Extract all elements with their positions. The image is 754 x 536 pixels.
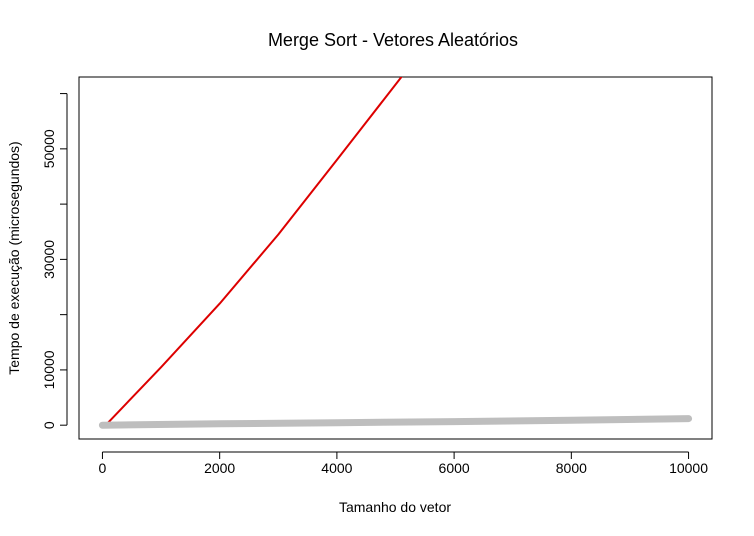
y-tick-label: 50000 <box>41 129 57 168</box>
chart-title: Merge Sort - Vetores Aleatórios <box>268 30 518 50</box>
y-tick-label: 10000 <box>41 350 57 389</box>
x-axis: 0 2000 4000 6000 8000 10000 <box>99 451 708 476</box>
y-tick-label: 0 <box>41 421 57 429</box>
y-tick-label: 30000 <box>41 240 57 279</box>
x-tick-label: 0 <box>99 460 107 476</box>
series-line-1 <box>107 77 403 424</box>
plot-series <box>98 77 693 429</box>
y-axis-label: Tempo de execução (microsegundos) <box>6 141 22 374</box>
series-line-2 <box>98 415 693 429</box>
y-axis: 0 10000 30000 50000 <box>41 93 68 429</box>
plot-area-border <box>78 76 713 440</box>
x-tick-label: 2000 <box>204 460 235 476</box>
x-tick-label: 8000 <box>556 460 587 476</box>
x-tick-label: 4000 <box>321 460 352 476</box>
x-tick-label: 6000 <box>439 460 470 476</box>
x-axis-label: Tamanho do vetor <box>339 499 451 515</box>
x-tick-label: 10000 <box>669 460 708 476</box>
